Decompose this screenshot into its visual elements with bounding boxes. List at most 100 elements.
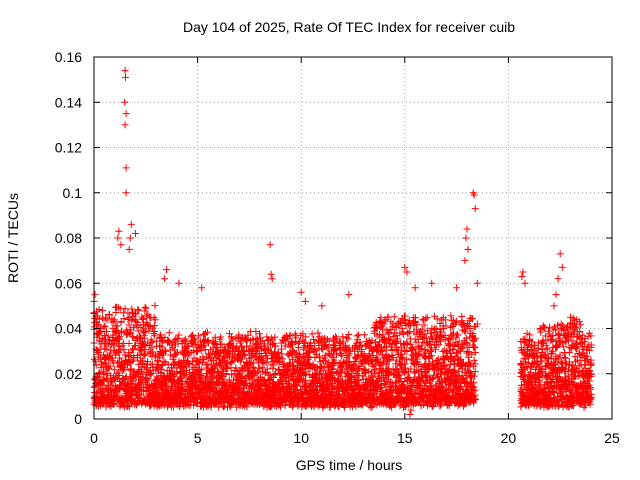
data-point [362,366,370,374]
data-point [437,401,445,409]
data-point [152,351,160,359]
data-point [270,361,278,369]
data-point [117,241,125,249]
data-point [445,402,453,410]
data-point [271,342,279,350]
data-point [422,315,430,323]
data-point [471,205,479,213]
data-point [408,344,416,352]
data-point [215,403,223,411]
data-point [376,338,384,346]
data-point [95,306,103,314]
data-point [367,403,375,411]
data-point [457,383,465,391]
data-point [411,284,419,292]
data-point [471,395,479,403]
data-point [442,347,450,355]
data-point [148,344,156,352]
data-point [561,367,569,375]
data-point [571,369,579,377]
data-point [110,400,118,408]
grid-lines [94,57,612,419]
data-point [116,333,124,341]
data-point [277,403,285,411]
data-point [100,371,108,379]
data-point [423,314,431,322]
data-point [585,347,593,355]
data-point [116,354,124,362]
data-point [552,291,560,299]
data-point [344,335,352,343]
data-point [442,322,450,330]
data-point [301,368,309,376]
data-point [576,328,584,336]
data-point [396,374,404,382]
data-point [382,360,390,368]
data-point [587,385,595,393]
data-point [428,279,436,287]
data-point [537,402,545,410]
data-point [455,367,463,375]
data-point [234,370,242,378]
data-point [200,342,208,350]
data-point [538,372,546,380]
data-point [558,263,566,271]
data-point [407,365,415,373]
data-point [462,323,470,331]
data-point [413,321,421,329]
data-point [587,370,595,378]
data-point [165,337,173,345]
data-point [257,353,265,361]
data-point [531,344,539,352]
data-point [438,369,446,377]
data-point [203,328,211,336]
data-point [132,317,140,325]
data-point [127,365,135,373]
data-point [399,354,407,362]
data-point [470,356,478,364]
data-point [213,344,221,352]
data-point [427,376,435,384]
data-point [398,324,406,332]
data-point [139,315,147,323]
data-point [310,335,318,343]
data-point [399,381,407,389]
data-point [400,384,408,392]
data-point [171,336,179,344]
data-point [374,355,382,363]
data-point [558,359,566,367]
data-point [267,270,275,278]
data-point [461,257,469,265]
data-point [172,350,180,358]
data-point [110,316,118,324]
data-points [90,67,595,418]
data-point [345,330,353,338]
data-point [140,334,148,342]
data-point [446,361,454,369]
data-point [577,351,585,359]
data-point [527,377,535,385]
data-point [390,313,398,321]
data-point [128,305,136,313]
data-point [392,331,400,339]
data-point [401,360,409,368]
data-point [587,360,595,368]
data-point [173,368,181,376]
data-point [426,347,434,355]
data-point [344,359,352,367]
data-point [463,225,471,233]
data-point [131,310,139,318]
data-point [246,375,254,383]
data-point [107,346,115,354]
data-point [521,279,529,287]
data-point [122,164,130,172]
data-point [524,359,532,367]
data-point [345,291,353,299]
data-point [379,331,387,339]
data-point [241,351,249,359]
data-point [463,348,471,356]
data-point [560,343,568,351]
data-point [453,317,461,325]
data-point [587,390,595,398]
data-point [339,360,347,368]
